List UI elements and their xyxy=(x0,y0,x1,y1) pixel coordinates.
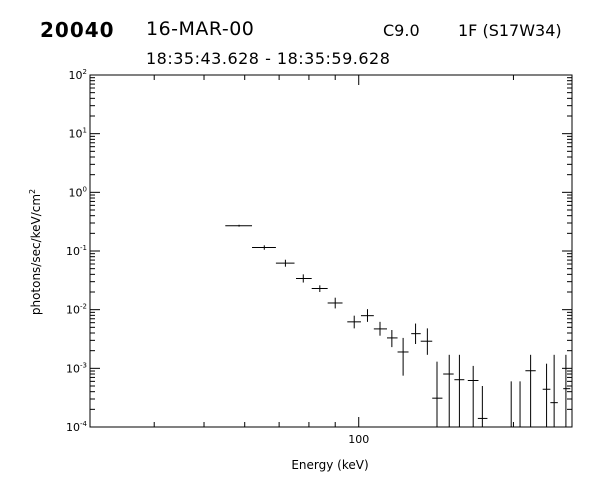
data-point xyxy=(542,363,551,427)
data-point xyxy=(252,245,276,250)
y-tick-label-exponent: 0 xyxy=(83,185,87,193)
data-point xyxy=(225,224,253,227)
plot-frame xyxy=(89,74,573,428)
event-date: 16-MAR-00 xyxy=(146,18,255,40)
data-point xyxy=(327,297,343,309)
y-tick-label-base: 10 xyxy=(66,304,80,317)
y-tick-label: 100 xyxy=(69,185,87,199)
y-tick-label-base: 10 xyxy=(69,186,83,199)
data-point xyxy=(373,321,387,336)
data-point xyxy=(347,315,361,329)
data-point xyxy=(275,259,295,267)
axes-layer xyxy=(89,74,573,428)
y-axis-label: photons/sec/keV/cm2 xyxy=(28,189,43,315)
y-tick-label-exponent: -2 xyxy=(80,303,87,311)
y-tick-label-exponent: 1 xyxy=(83,127,87,135)
event-id: 20040 xyxy=(40,18,115,42)
y-tick-label: 10-1 xyxy=(66,244,87,258)
data-point xyxy=(311,285,328,293)
flare-location: 1F (S17W34) xyxy=(458,21,562,40)
y-tick-label-exponent: -3 xyxy=(80,361,87,369)
data-point xyxy=(467,365,479,427)
y-tick-label: 10-3 xyxy=(66,361,87,375)
y-tick-label-base: 10 xyxy=(69,69,83,82)
y-tick-label: 10-2 xyxy=(66,303,87,317)
y-tick-label-exponent: 2 xyxy=(83,68,87,76)
data-point xyxy=(525,354,536,427)
data-point xyxy=(397,337,409,376)
x-tick-label: 100 xyxy=(348,433,369,446)
data-point xyxy=(432,361,443,427)
data-point xyxy=(454,354,465,427)
data-point xyxy=(550,354,558,427)
data-point xyxy=(443,354,454,427)
y-tick-label-exponent: -1 xyxy=(80,244,87,252)
y-axis-label-text: photons/sec/keV/cm xyxy=(29,194,43,315)
y-tick-label-base: 10 xyxy=(66,245,80,258)
data-point xyxy=(477,385,488,427)
y-tick-label: 102 xyxy=(69,68,87,82)
data-point xyxy=(563,354,571,427)
data-point xyxy=(360,309,374,322)
y-tick-label-exponent: -4 xyxy=(80,420,88,428)
data-point xyxy=(420,328,433,355)
y-tick-label-base: 10 xyxy=(66,362,80,375)
goes-class: C9.0 xyxy=(383,21,420,40)
y-tick-label-base: 10 xyxy=(66,421,80,434)
y-tick-label: 10-4 xyxy=(66,420,88,434)
data-point xyxy=(386,330,398,348)
x-axis-label: Energy (keV) xyxy=(291,458,368,472)
data-point xyxy=(296,274,312,283)
y-tick-label-base: 10 xyxy=(69,128,83,141)
time-range: 18:35:43.628 - 18:35:59.628 xyxy=(146,49,391,68)
y-tick-label: 101 xyxy=(69,127,87,141)
data-point xyxy=(411,323,421,344)
y-axis-label-exponent: 2 xyxy=(28,189,37,194)
data-layer xyxy=(225,224,571,427)
